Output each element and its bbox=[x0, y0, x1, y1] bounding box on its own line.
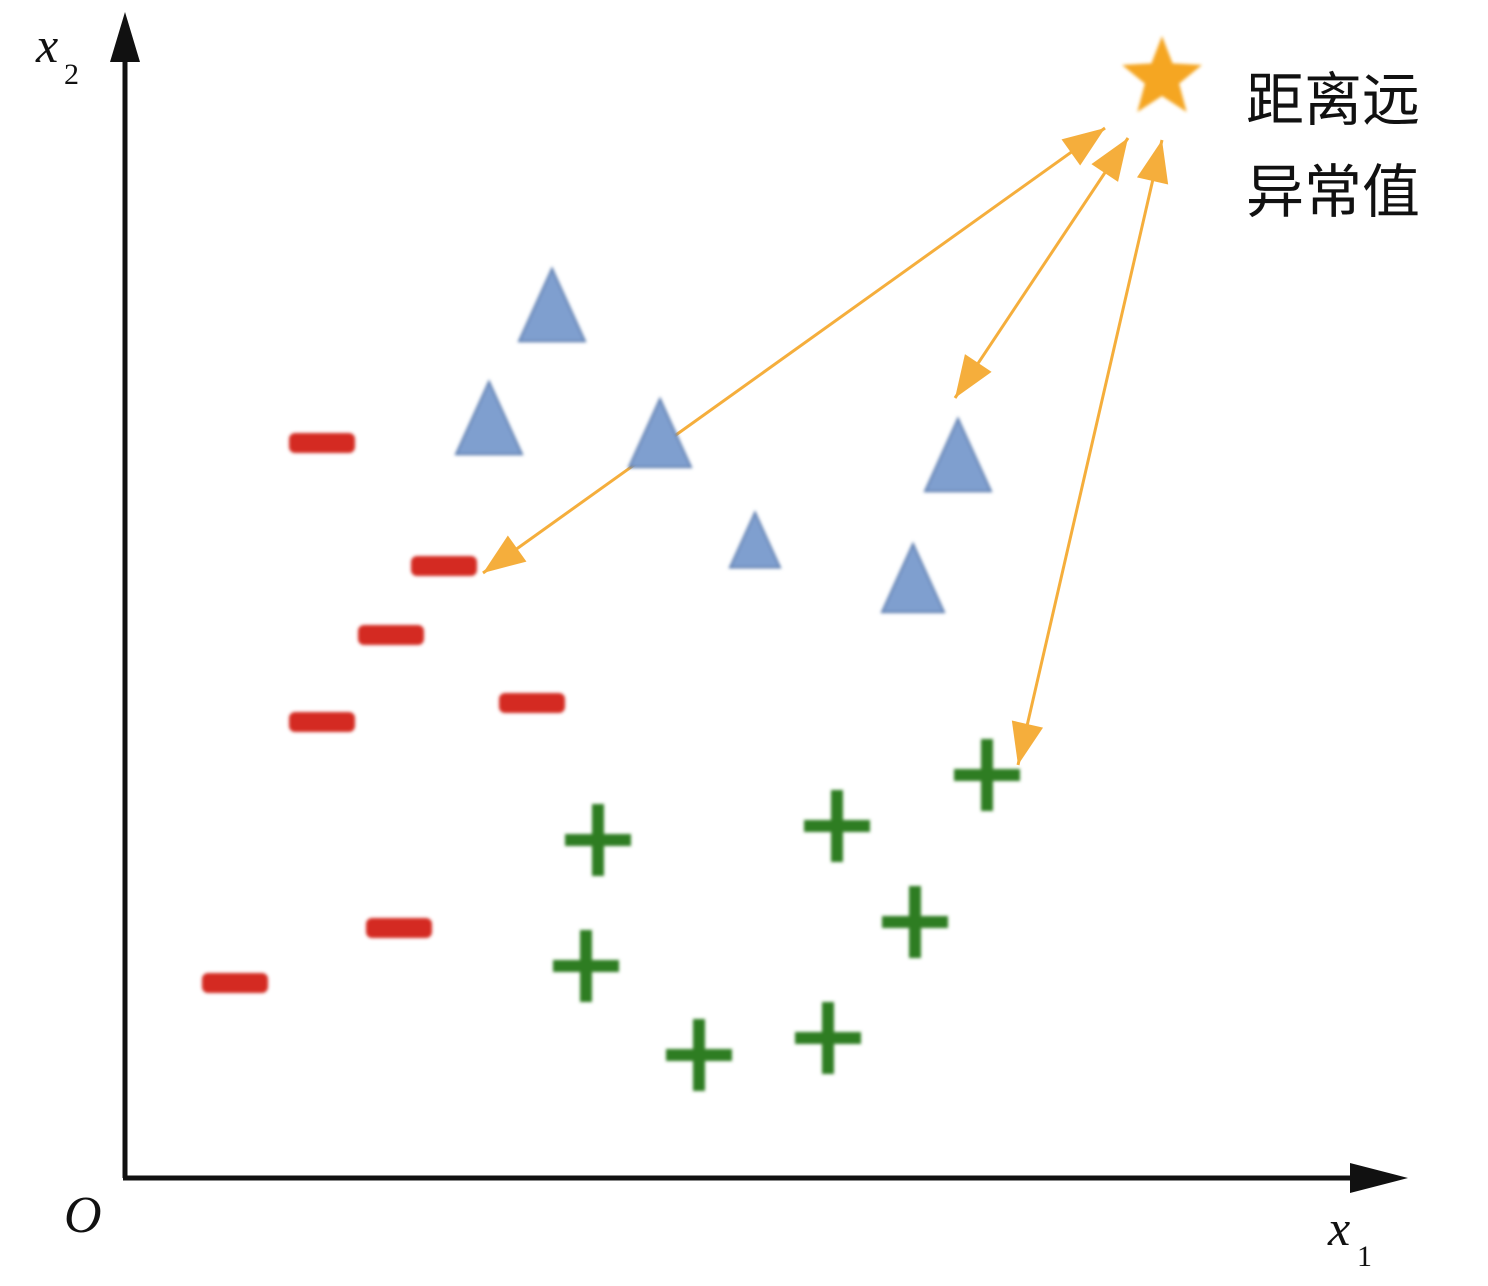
y-axis-label: x bbox=[35, 17, 58, 73]
minus-marker bbox=[289, 712, 355, 732]
x-axis-arrow bbox=[1350, 1163, 1408, 1193]
triangle-marker bbox=[517, 266, 587, 343]
minus-marker bbox=[366, 918, 432, 938]
x-axis-label: x bbox=[1327, 1200, 1350, 1256]
minus-marker bbox=[202, 973, 268, 993]
plus-marker bbox=[553, 930, 619, 1002]
plus-marker bbox=[954, 739, 1020, 811]
plus-marker bbox=[804, 790, 870, 862]
outlier-point bbox=[1122, 36, 1202, 112]
arrowhead bbox=[483, 535, 527, 573]
minus-marker bbox=[411, 556, 477, 576]
annotation-line-1: 距离远 bbox=[1246, 66, 1420, 134]
y-axis-arrow bbox=[110, 12, 140, 62]
triangle-marker bbox=[454, 379, 524, 456]
minus-marker bbox=[289, 433, 355, 453]
triangle-marker bbox=[728, 510, 782, 569]
arrowhead bbox=[955, 354, 992, 398]
axes: x 2 x 1 O bbox=[35, 12, 1408, 1273]
star-icon bbox=[1122, 36, 1202, 112]
minus-marker bbox=[499, 693, 565, 713]
origin-label: O bbox=[64, 1187, 102, 1244]
arrowhead bbox=[1061, 128, 1105, 166]
triangle-marker bbox=[627, 396, 693, 469]
double-arrow bbox=[482, 126, 1106, 575]
distance-arrows bbox=[482, 126, 1169, 766]
arrowhead bbox=[1011, 720, 1044, 765]
x-axis-subscript: 1 bbox=[1357, 1240, 1372, 1273]
minus-marker bbox=[358, 625, 424, 645]
plus-marker bbox=[882, 886, 948, 958]
triangle-marker bbox=[880, 541, 946, 614]
plus-marker bbox=[795, 1002, 861, 1074]
plus-marker bbox=[565, 804, 631, 876]
double-arrow bbox=[953, 137, 1130, 399]
data-points bbox=[202, 266, 1020, 1091]
arrowhead bbox=[1136, 140, 1169, 185]
double-arrow bbox=[1011, 139, 1169, 766]
y-axis-subscript: 2 bbox=[64, 58, 79, 91]
triangle-marker bbox=[923, 416, 993, 493]
plus-marker bbox=[666, 1019, 732, 1091]
annotation-line-2: 异常值 bbox=[1246, 158, 1420, 226]
arrowhead bbox=[1091, 138, 1128, 182]
